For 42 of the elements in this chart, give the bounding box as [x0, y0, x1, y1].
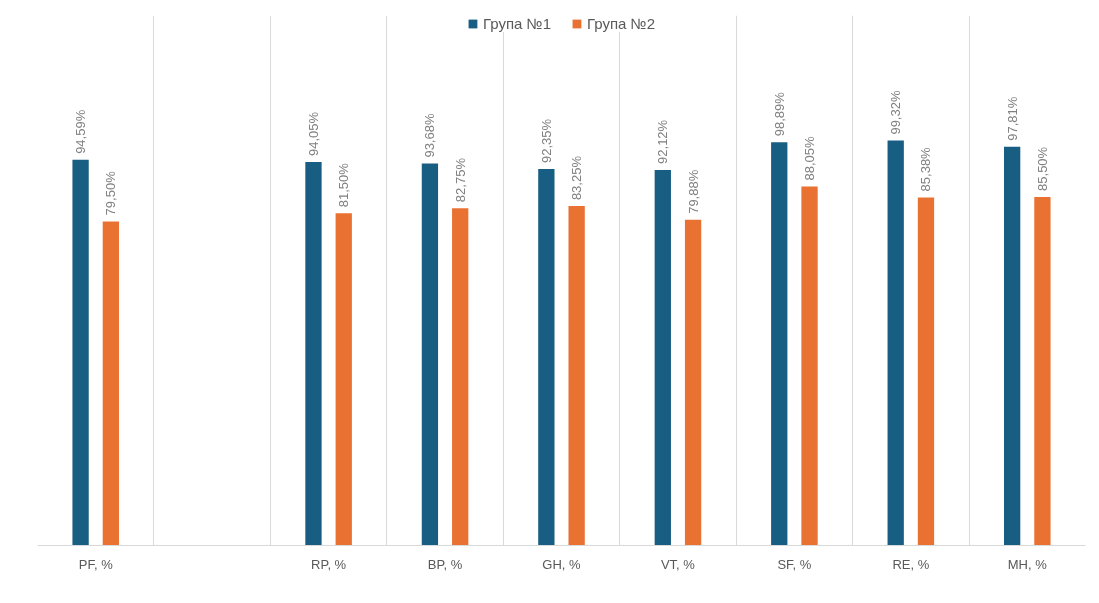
bar [452, 208, 469, 546]
bar [568, 206, 585, 546]
bar [102, 221, 120, 546]
x-tick-label: GH, % [542, 556, 582, 572]
data-label: 94,59% [73, 109, 89, 154]
bar [917, 197, 935, 546]
x-tick-label: VT, % [660, 556, 696, 572]
bar [1003, 146, 1021, 546]
x-tick-label: SF, % [777, 556, 812, 572]
data-label: 83,25% [569, 155, 585, 201]
data-label: 92,12% [655, 119, 671, 164]
bar [654, 169, 671, 546]
bar [421, 163, 439, 546]
x-tick-label: PF, % [78, 556, 114, 572]
bar [887, 140, 904, 546]
x-tick-label: MH, % [1007, 556, 1048, 572]
data-label: 85,50% [1034, 146, 1050, 191]
bar [335, 213, 352, 546]
data-label: 98,89% [771, 91, 787, 137]
data-label: 99,32% [888, 90, 904, 135]
x-tick-label: BP, % [427, 556, 463, 572]
x-tick-label: RE, % [892, 556, 930, 572]
x-tick-label: RP, % [311, 556, 347, 572]
bar [771, 142, 788, 546]
data-label: 93,68% [422, 113, 438, 158]
data-label: 79,88% [685, 169, 701, 214]
bar [538, 169, 555, 546]
data-label: 81,50% [336, 162, 352, 208]
bar [684, 219, 702, 546]
legend-label: Група №1 [482, 15, 551, 32]
data-label: 79,50% [103, 170, 119, 216]
data-label: 85,38% [918, 146, 934, 192]
data-label: 92,35% [538, 118, 554, 163]
data-label: 88,05% [802, 136, 818, 181]
bar [1034, 196, 1051, 546]
bar [72, 159, 89, 546]
bar [801, 186, 818, 546]
legend-label: Група №2 [587, 15, 656, 32]
data-label: 82,75% [452, 157, 468, 203]
data-label: 97,81% [1004, 96, 1020, 141]
data-label: 94,05% [305, 111, 321, 157]
bar [305, 162, 322, 546]
